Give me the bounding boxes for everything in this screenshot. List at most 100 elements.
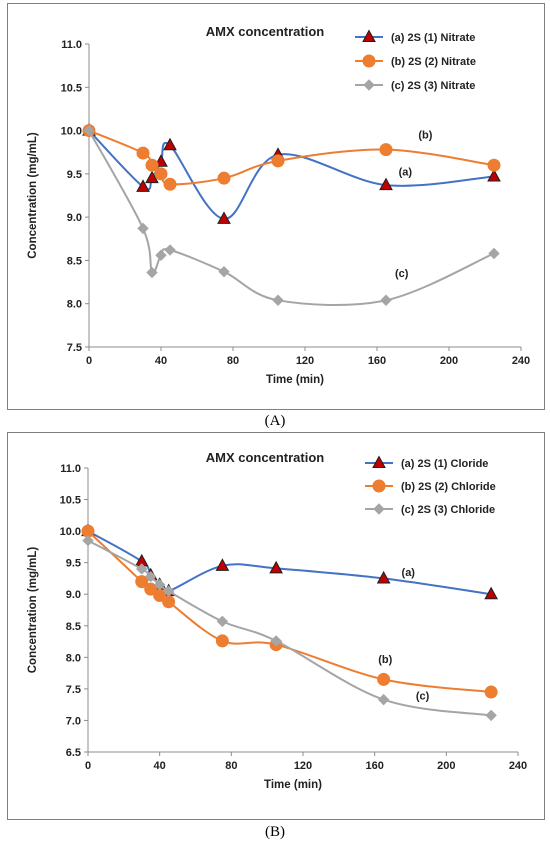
- series-line: [88, 129, 495, 220]
- x-tick-label: 160: [365, 760, 383, 772]
- data-point: [376, 570, 391, 584]
- x-tick-label: 40: [154, 760, 166, 772]
- legend-swatch-marker: [372, 479, 386, 493]
- data-point: [270, 635, 282, 647]
- data-point: [215, 634, 229, 648]
- legend-entry-label: (c) 2S (3) Nitrate: [391, 80, 475, 92]
- series-3: [82, 534, 497, 722]
- data-point: [215, 558, 230, 571]
- series-1: [81, 523, 498, 600]
- y-tick-label: 10.0: [61, 126, 82, 138]
- data-point: [272, 294, 284, 306]
- series-annotation: (b): [418, 129, 432, 141]
- data-point: [83, 124, 95, 137]
- legend-entry-label: (c) 2S (3) Chloride: [401, 504, 495, 516]
- y-tick-label: 8.5: [67, 255, 82, 267]
- x-axis-title: Time (min): [266, 374, 324, 386]
- caption-b: (B): [265, 824, 285, 840]
- data-point: [379, 177, 393, 191]
- chart-title: AMX concentration: [206, 450, 325, 465]
- series-line: [88, 130, 495, 307]
- x-tick-label: 200: [440, 355, 458, 367]
- data-point: [145, 570, 157, 583]
- chart-a-svg: AMX concentration 7.5 8.0 8.5 9.0 9.5 10.0 10.5…: [27, 24, 530, 386]
- legend-swatch-marker: [372, 455, 386, 468]
- series-2: [81, 524, 498, 699]
- series-line: [87, 530, 492, 693]
- data-point: [487, 158, 501, 172]
- data-point: [145, 170, 159, 184]
- x-tick-label: 120: [296, 355, 314, 367]
- data-point: [162, 595, 176, 609]
- x-tick-label: 240: [509, 760, 527, 772]
- data-point: [216, 615, 229, 628]
- data-point: [154, 167, 168, 181]
- data-point: [137, 222, 149, 235]
- y-tick-label: 6.5: [66, 747, 81, 759]
- series-annotation: (a): [399, 167, 413, 179]
- caption-a: (A): [264, 413, 286, 429]
- data-point: [218, 265, 230, 278]
- series-annotation: (b): [378, 654, 392, 666]
- y-tick-label: 7.5: [67, 342, 82, 354]
- data-point: [145, 158, 159, 172]
- data-point: [271, 154, 285, 168]
- series-3: [83, 124, 500, 307]
- y-tick-label: 7.5: [66, 684, 81, 696]
- data-point: [487, 168, 501, 182]
- chart-panel-b: AMX concentration 6.5 7.0 7.5 8.0 8.5 9.0 9.5 10…: [7, 432, 545, 820]
- x-tick-label: 80: [227, 355, 239, 367]
- legend: (a) 2S (1) Nitrate (b) 2S (2) Nitrate (c) …: [355, 29, 476, 92]
- y-tick-label: 7.0: [66, 715, 81, 727]
- data-point: [163, 137, 177, 151]
- chart-panel-a: AMX concentration 7.5 8.0 8.5 9.0 9.5 10.0 10.5…: [7, 3, 545, 410]
- y-tick-label: 10.0: [60, 526, 81, 538]
- data-point: [488, 247, 500, 260]
- x-tick-label: 0: [85, 760, 91, 772]
- y-tick-label: 9.0: [67, 212, 82, 224]
- legend-swatch-marker: [373, 503, 385, 515]
- data-point: [144, 582, 158, 596]
- y-tick-label: 8.5: [66, 621, 81, 633]
- x-tick-label: 40: [155, 355, 167, 367]
- y-tick-label: 9.5: [66, 558, 81, 570]
- data-point: [163, 177, 177, 191]
- data-point: [136, 179, 150, 192]
- series-annotation: (a): [402, 567, 416, 579]
- legend-entry-label: (a) 2S (1) Cloride: [401, 458, 488, 470]
- chart-b-svg: AMX concentration 6.5 7.0 7.5 8.0 8.5 9.0 9.5 10…: [27, 450, 527, 791]
- legend: (a) 2S (1) Cloride (b) 2S (2) Chloride (c)…: [365, 455, 496, 516]
- x-tick-label: 160: [368, 355, 386, 367]
- data-point: [379, 143, 393, 157]
- x-tick-label: 200: [437, 760, 455, 772]
- data-point: [164, 244, 176, 256]
- data-point: [155, 249, 167, 261]
- x-tick-label: 240: [512, 355, 530, 367]
- data-point: [162, 585, 175, 597]
- data-point: [153, 579, 166, 591]
- data-point: [380, 294, 392, 306]
- x-axis-title: Time (min): [264, 779, 322, 791]
- legend-swatch-marker: [362, 29, 376, 42]
- chart-title: AMX concentration: [206, 24, 325, 39]
- data-point: [377, 672, 391, 686]
- y-tick-label: 9.5: [67, 169, 82, 181]
- data-point: [136, 146, 150, 160]
- y-tick-label: 10.5: [61, 82, 82, 94]
- data-point: [82, 534, 94, 547]
- x-tick-label: 80: [225, 760, 237, 772]
- y-tick-label: 11.0: [61, 39, 82, 51]
- series-annotation: (c): [395, 268, 409, 280]
- legend-entry-label: (b) 2S (2) Chloride: [401, 481, 496, 493]
- y-tick-label: 10.5: [60, 495, 81, 507]
- x-tick-label: 0: [86, 355, 92, 367]
- data-point: [217, 171, 231, 185]
- series-2: [82, 124, 501, 191]
- data-point: [146, 266, 158, 279]
- data-point: [485, 709, 497, 722]
- legend-swatch-marker: [363, 79, 375, 91]
- legend-swatch-marker: [362, 54, 376, 68]
- data-point: [484, 685, 498, 699]
- y-tick-label: 8.0: [67, 299, 82, 311]
- y-tick-label: 8.0: [66, 652, 81, 664]
